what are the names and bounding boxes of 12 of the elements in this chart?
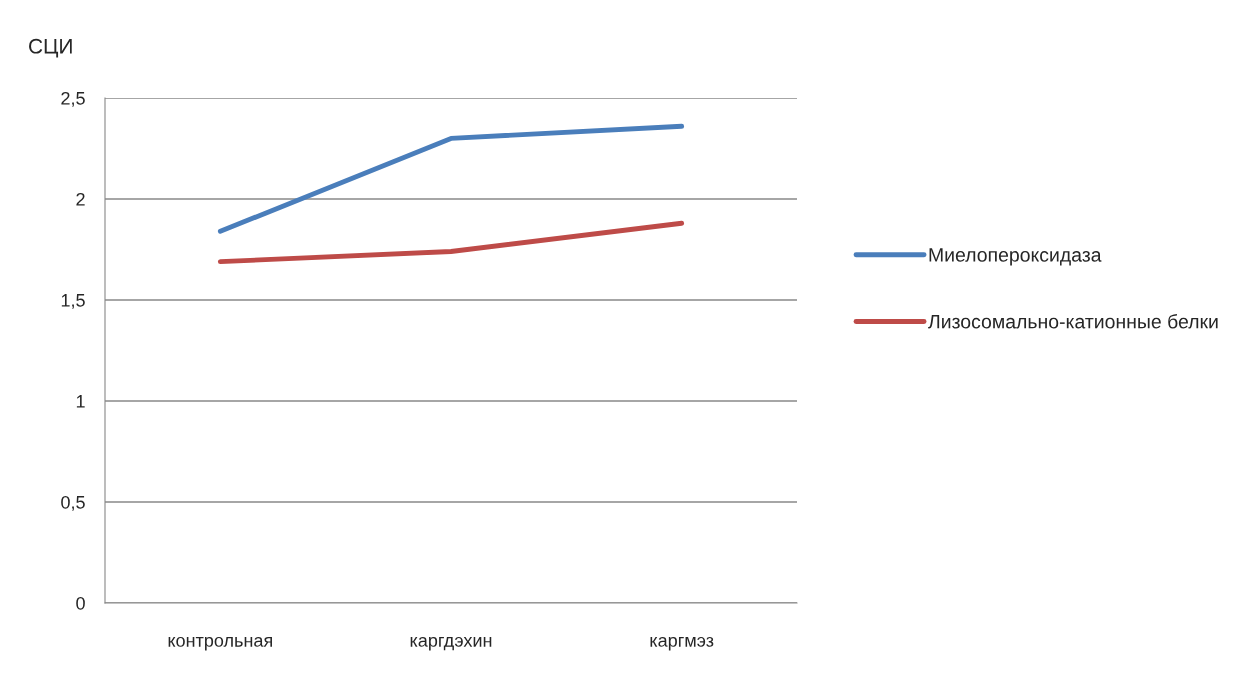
y-tick-label: 0 bbox=[76, 596, 85, 610]
y-tick-label: 2 bbox=[76, 192, 85, 206]
y-tick-label: 1 bbox=[76, 395, 85, 408]
x-tick-label: каргмэз bbox=[650, 636, 714, 651]
y-tick-label: 0,5 bbox=[61, 495, 85, 511]
legend-label: Лизосомально-катионные белки bbox=[928, 314, 1218, 329]
y-tick-label: 1,5 bbox=[61, 294, 85, 309]
x-tick-label: контрольная bbox=[168, 636, 272, 651]
y-tick-label: 2,5 bbox=[61, 91, 85, 107]
x-tick-label: каргдэхин bbox=[410, 636, 492, 651]
legend-label: Миелопероксидаза bbox=[929, 248, 1102, 266]
y-axis-title: СЦИ bbox=[29, 38, 72, 58]
